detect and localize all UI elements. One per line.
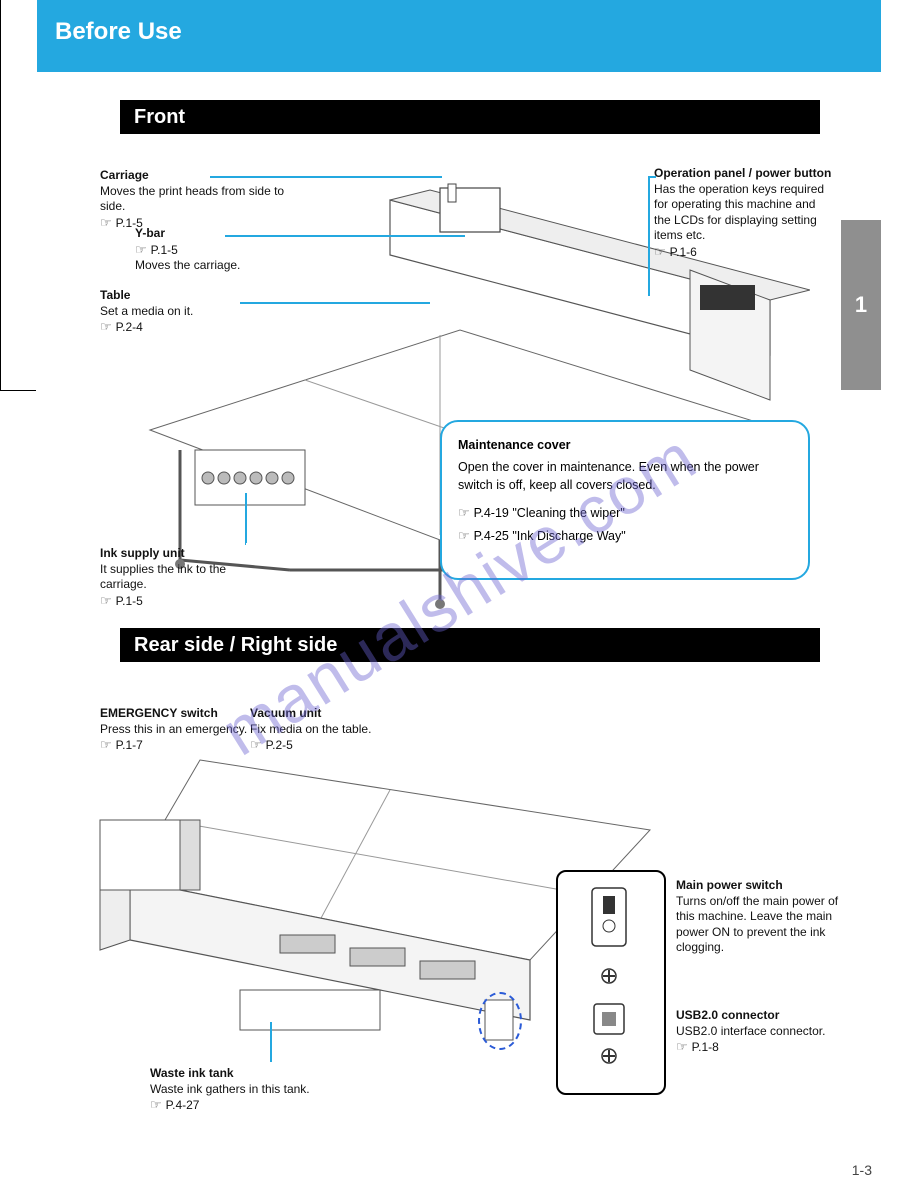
label-ybar: Y-bar ☞ P.1-5 Moves the carriage.: [135, 226, 240, 274]
leader-line: [225, 235, 465, 237]
info-box-ref1-text: Cleaning the wiper: [517, 506, 621, 520]
maintenance-info-box: Maintenance cover Open the cover in main…: [440, 420, 810, 580]
label-panel: Operation panel / power button Has the o…: [654, 166, 834, 261]
label-waste-ref: P.4-27: [166, 1098, 200, 1112]
chapter-tab: 1: [841, 220, 881, 390]
label-panel-title: Operation panel / power button: [654, 166, 834, 182]
pointer-icon: ☞: [250, 737, 262, 754]
label-emergency-ref: P.1-7: [116, 738, 143, 752]
leader-line: [0, 0, 1, 195]
label-main-power-body: Turns on/off the main power of this mach…: [676, 894, 846, 956]
connector-figure: [570, 884, 650, 1079]
page: Before Use 1 Front: [0, 0, 918, 1188]
section-title-rear: Rear side / Right side: [120, 628, 820, 662]
label-waste-body: Waste ink gathers in this tank.: [150, 1082, 360, 1098]
label-main-power: Main power switch Turns on/off the main …: [676, 878, 846, 956]
chapter-title: Before Use: [55, 18, 182, 46]
pointer-icon: ☞: [135, 242, 147, 259]
info-box-body: Open the cover in maintenance. Even when…: [458, 460, 759, 492]
label-vacuum-ref: P.2-5: [266, 738, 293, 752]
rear-connector-box: [556, 870, 666, 1095]
pointer-icon: ☞: [150, 1097, 162, 1114]
leader-line: [270, 1022, 272, 1062]
label-ybar-body: Moves the carriage.: [135, 258, 240, 274]
label-ink-supply-body: It supplies the ink to the carriage.: [100, 562, 270, 593]
pointer-icon: ☞: [100, 319, 112, 336]
label-carriage: Carriage Moves the print heads from side…: [100, 168, 310, 232]
label-ink-supply-title: Ink supply unit: [100, 546, 270, 562]
pointer-icon: ☞: [676, 1039, 688, 1056]
info-box-ref2: P.4-25: [474, 529, 509, 543]
pointer-icon: ☞: [458, 527, 470, 546]
label-vacuum: Vacuum unit Fix media on the table. ☞ P.2…: [250, 706, 430, 754]
label-ink-supply: Ink supply unit It supplies the ink to t…: [100, 546, 270, 610]
label-ybar-title: Y-bar: [135, 226, 240, 242]
label-usb-title: USB2.0 connector: [676, 1008, 846, 1024]
pointer-icon: ☞: [100, 215, 112, 232]
label-usb: USB2.0 connector USB2.0 interface connec…: [676, 1008, 846, 1056]
label-waste: Waste ink tank Waste ink gathers in this…: [150, 1066, 360, 1114]
leader-line: [648, 176, 650, 296]
label-vacuum-body: Fix media on the table.: [250, 722, 430, 738]
leader-line: [245, 543, 246, 545]
label-usb-ref: P.1-8: [692, 1040, 719, 1054]
leader-line: [240, 302, 430, 304]
label-panel-ref: P.1-6: [670, 245, 697, 259]
label-vacuum-title: Vacuum unit: [250, 706, 430, 722]
label-panel-body: Has the operation keys required for oper…: [654, 182, 834, 244]
label-ink-supply-ref: P.1-5: [116, 594, 143, 608]
label-waste-title: Waste ink tank: [150, 1066, 360, 1082]
info-box-ref2-text: Ink Discharge Way: [517, 529, 621, 543]
leader-line: [0, 390, 36, 391]
info-box-ref1: P.4-19: [474, 506, 509, 520]
leader-line: [0, 195, 1, 390]
leader-line: [245, 493, 247, 543]
info-box-title: Maintenance cover: [458, 436, 792, 454]
label-table-ref: P.2-4: [116, 320, 143, 334]
pointer-icon: ☞: [100, 593, 112, 610]
label-usb-body: USB2.0 interface connector.: [676, 1024, 846, 1040]
label-table: Table Set a media on it. ☞ P.2-4: [100, 288, 193, 336]
pointer-icon: ☞: [458, 504, 470, 523]
pointer-icon: ☞: [654, 244, 666, 261]
leader-line: [210, 176, 442, 178]
page-number: 1-3: [852, 1162, 872, 1178]
section-title-front: Front: [120, 100, 820, 134]
connector-highlight: [478, 992, 522, 1050]
label-table-title: Table: [100, 288, 193, 304]
label-carriage-body: Moves the print heads from side to side.: [100, 184, 310, 215]
leader-line: [648, 176, 656, 178]
pointer-icon: ☞: [100, 737, 112, 754]
label-ybar-ref: P.1-5: [151, 243, 178, 257]
label-table-body: Set a media on it.: [100, 304, 193, 320]
label-main-power-title: Main power switch: [676, 878, 846, 894]
